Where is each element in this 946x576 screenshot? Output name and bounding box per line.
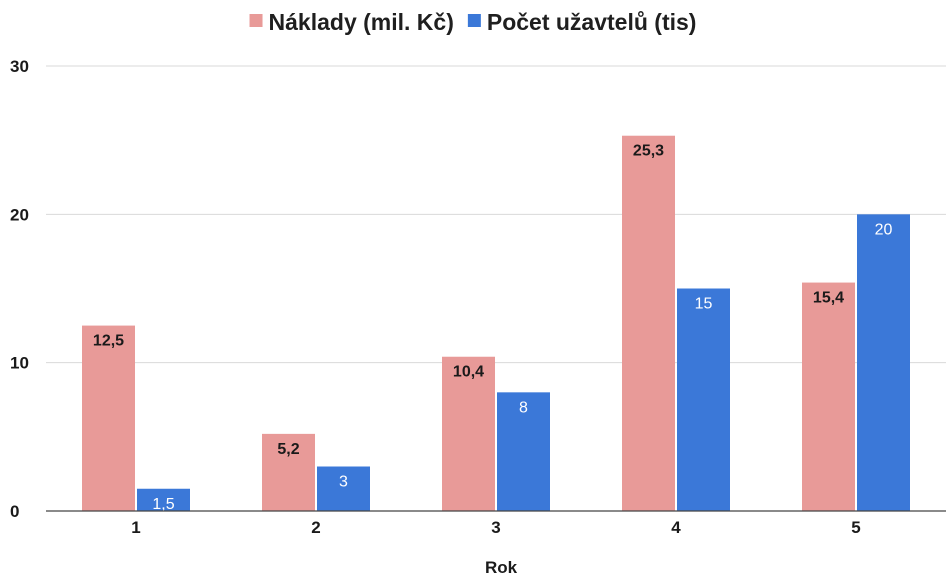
data-label: 20 [875, 221, 893, 238]
x-axis-title: Rok [485, 558, 518, 576]
x-tick-label: 3 [491, 518, 500, 537]
y-tick-label: 30 [10, 57, 29, 76]
bar-naklady-2 [262, 433, 315, 511]
legend: Náklady (mil. Kč) Počet užavtelů (tis) [249, 9, 697, 35]
y-tick-label: 10 [10, 354, 29, 373]
data-label: 1,5 [152, 496, 174, 513]
legend-label: Počet užavtelů (tis) [487, 9, 697, 35]
legend-label: Náklady (mil. Kč) [269, 9, 454, 35]
data-label: 15,4 [813, 290, 844, 307]
y-tick-label: 20 [10, 205, 29, 224]
data-label: 15 [695, 296, 713, 313]
bar-naklady-1 [82, 325, 135, 511]
x-tick-label: 4 [671, 518, 681, 537]
bar-naklady-3 [442, 356, 495, 511]
x-tick-label: 1 [131, 518, 140, 537]
legend-swatch [467, 14, 481, 27]
bar-pocet-5 [857, 214, 910, 512]
bar-naklady-5 [802, 282, 855, 511]
bar-pocet-1 [137, 488, 190, 511]
x-tick-label: 5 [851, 518, 860, 537]
data-label: 8 [519, 399, 528, 416]
y-tick-label: 0 [10, 502, 19, 521]
bar-pocet-3 [497, 392, 550, 511]
axes: 0 10 20 30 1 2 3 4 5 [10, 57, 946, 537]
bar-naklady-4 [622, 135, 675, 511]
legend-swatch [249, 14, 263, 27]
data-label: 12,5 [93, 333, 124, 350]
data-label: 3 [339, 474, 348, 491]
data-label: 10,4 [453, 364, 484, 381]
bar-pocet-2 [317, 466, 370, 511]
data-label: 25,3 [633, 143, 664, 160]
bars: 12,5 1,5 5,2 3 10,4 8 25,3 15 15,4 20 [82, 135, 910, 513]
data-label: 5,2 [277, 441, 299, 458]
gridlines [46, 65, 946, 364]
bar-pocet-4 [677, 288, 730, 511]
x-tick-label: 2 [311, 518, 320, 537]
